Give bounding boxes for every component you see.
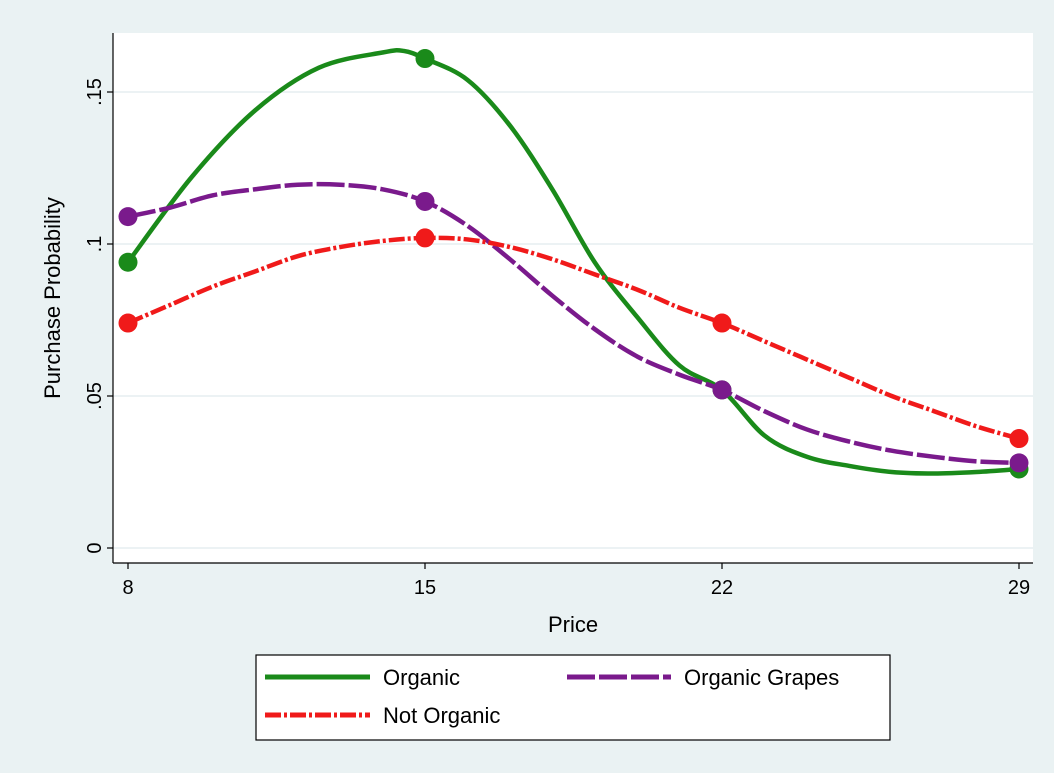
legend-label-organic: Organic [383,665,460,690]
data-point-organic-grapes [712,380,732,400]
x-tick-label: 22 [711,577,733,599]
x-tick-label: 15 [414,577,436,599]
legend-label-organic-grapes: Organic Grapes [684,665,839,690]
y-tick-label: .1 [84,236,106,253]
y-axis-title: Purchase Probability [40,197,65,399]
axis-ticks: 0 .05 .1 .15 8 15 22 29 [84,78,1030,599]
grid-lines [113,91,1033,549]
x-axis-title: Price [548,612,598,637]
data-point-organic-grapes [118,207,138,227]
legend: Organic Organic Grapes Not Organic [255,654,891,741]
data-point-organic [118,252,138,272]
data-point-not-organic [712,313,732,333]
data-point-organic-grapes [415,191,435,211]
series-lines [126,48,1020,476]
series-markers [118,49,1029,479]
axes [112,33,1033,564]
series-line-organic-grapes [127,181,1020,466]
data-point-not-organic [415,228,435,248]
y-tick-label: .05 [84,382,106,410]
data-point-not-organic [118,313,138,333]
data-point-organic-grapes [1009,453,1029,473]
x-tick-label: 29 [1008,577,1030,599]
x-tick-label: 8 [122,577,133,599]
legend-box [255,654,891,741]
legend-label-not-organic: Not Organic [383,703,500,728]
plot-area [113,33,1033,563]
data-point-not-organic [1009,429,1029,449]
y-tick-label: 0 [84,542,106,553]
series-line-not-organic [127,235,1020,441]
series-line-organic [126,48,1020,476]
y-tick-label: .15 [84,78,106,106]
data-point-organic [415,49,435,69]
